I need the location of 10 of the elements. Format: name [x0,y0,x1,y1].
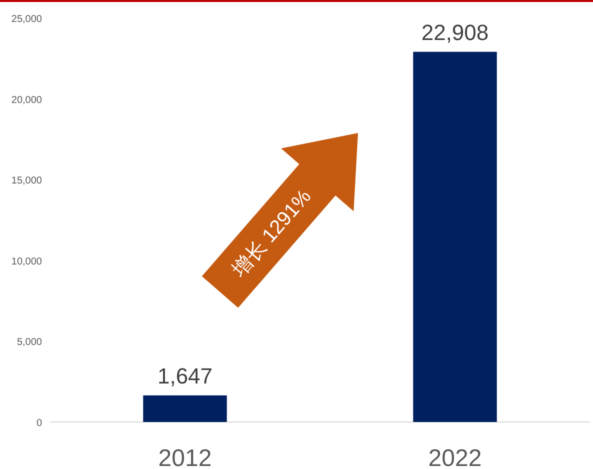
y-tick-label: 5,000 [16,337,42,348]
x-tick-label: 2022 [428,445,482,469]
y-tick-label: 25,000 [11,14,42,25]
y-tick-label: 20,000 [11,94,42,106]
y-tick-label: 10,000 [11,256,42,268]
y-tick-label: 0 [36,418,42,429]
y-tick-label: 15,000 [11,176,42,187]
data-label: 1,647 [157,363,213,388]
x-tick-label: 2012 [158,445,212,469]
data-label: 22,908 [421,20,489,45]
